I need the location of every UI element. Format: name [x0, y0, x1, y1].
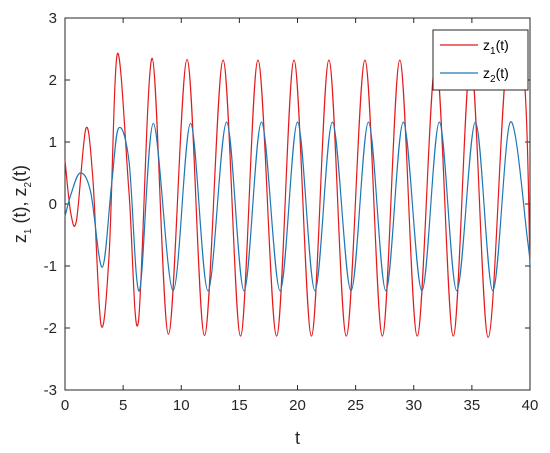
y-tick-label: -1 [44, 258, 57, 275]
series-line-z2 [64, 121, 531, 292]
x-axis-label: t [295, 428, 300, 448]
y-tick-label: 2 [49, 72, 57, 89]
x-tick-label: 15 [231, 397, 248, 414]
y-tick-label: 0 [49, 196, 57, 213]
legend-label-z2: z2(t) [483, 65, 509, 85]
y-label-part1: z [10, 234, 30, 243]
x-tick-label: 5 [119, 397, 127, 414]
x-tick-label: 25 [347, 397, 364, 414]
y-tick-label: 3 [49, 10, 57, 27]
y-tick-label: -2 [44, 320, 57, 337]
y-label-part3: (t) [10, 165, 30, 182]
y-label-part2: (t), z [10, 188, 30, 229]
x-tick-label: 10 [173, 397, 190, 414]
legend: z1(t) z2(t) [432, 29, 529, 91]
series-line-z1 [64, 37, 531, 338]
x-tick-label: 0 [61, 397, 69, 414]
y-axis-label: z1 (t), z2(t) [10, 165, 34, 243]
x-tick-label: 40 [522, 397, 539, 414]
x-tick-label: 30 [405, 397, 422, 414]
series-lines [64, 37, 531, 338]
legend-label-z1: z1(t) [483, 37, 509, 57]
x-tick-label: 20 [289, 397, 306, 414]
y-label-sub2: 2 [23, 182, 34, 188]
y-tick-label: -3 [44, 382, 57, 399]
x-tick-label: 35 [464, 397, 481, 414]
legend-box [432, 29, 529, 91]
y-tick-label: 1 [49, 134, 57, 151]
y-label-sub1: 1 [23, 228, 34, 234]
